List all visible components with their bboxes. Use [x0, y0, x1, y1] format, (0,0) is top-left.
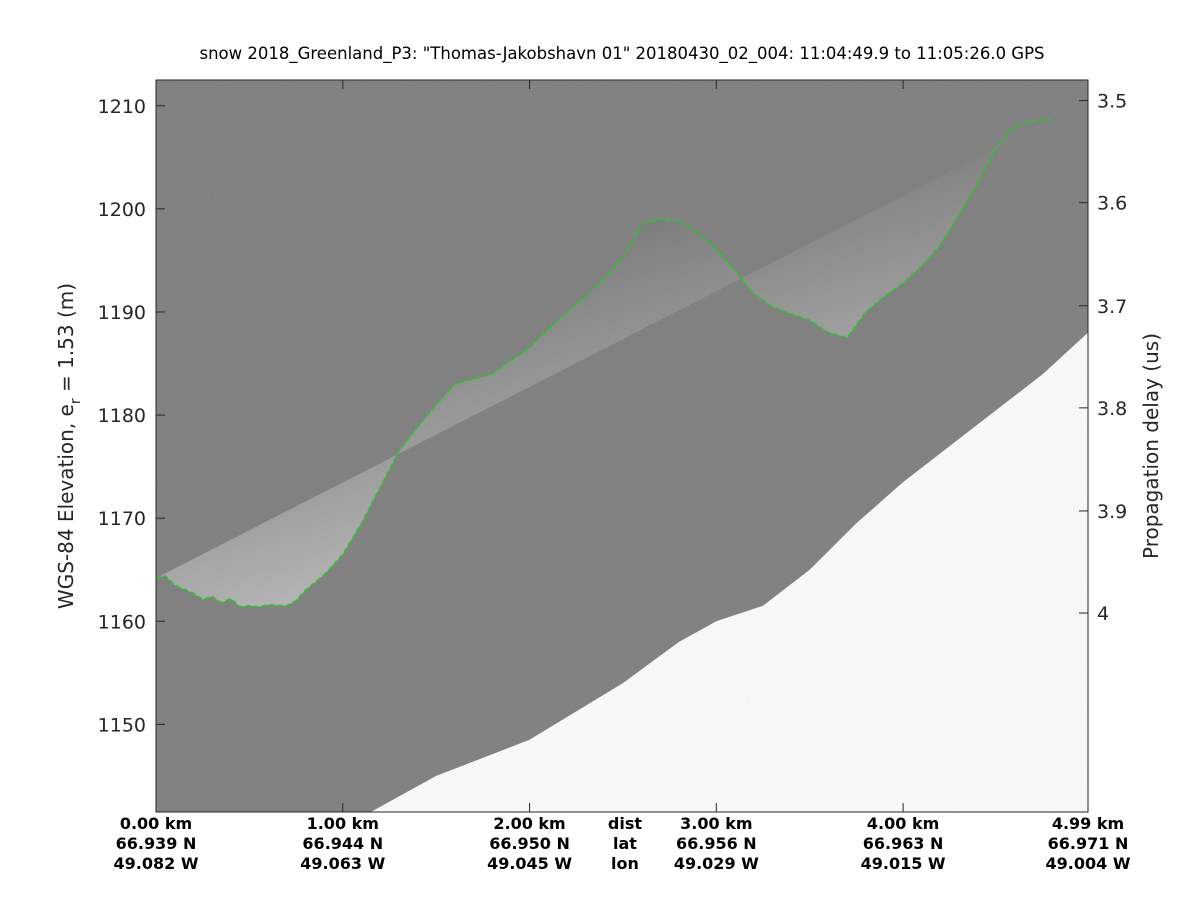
x-tick-label-dist: 2.00 km — [493, 814, 565, 833]
x-tick-label-lon: 49.004 W — [1046, 854, 1131, 873]
y-tick-label: 1160 — [98, 611, 146, 633]
y2-tick-label: 4 — [1097, 603, 1109, 625]
x-tick-label-dist: 1.00 km — [307, 814, 379, 833]
x-tick-label-lon: 49.045 W — [487, 854, 572, 873]
y-tick-label: 1210 — [98, 96, 146, 118]
y-tick-label: 1170 — [98, 508, 146, 530]
y-tick-label: 1190 — [98, 302, 146, 324]
x-tick-label-lat: 66.939 N — [116, 834, 197, 853]
x-tick-label-lat: 66.956 N — [676, 834, 757, 853]
y2-tick-label: 3.5 — [1097, 91, 1127, 113]
y2-tick-label: 3.8 — [1097, 398, 1127, 420]
right-axis-ticks: 3.5 3.6 3.7 3.8 3.9 4 — [1079, 91, 1127, 625]
x-tick-label-lon: 49.029 W — [674, 854, 759, 873]
left-axis-ticks: 1150 1160 1170 1180 1190 1200 1210 — [98, 96, 165, 736]
x-tick-label-lat: 66.963 N — [863, 834, 944, 853]
y-tick-label: 1150 — [98, 714, 146, 736]
x-tick-label-lon: 49.063 W — [300, 854, 385, 873]
x-tick-label-lon: 49.082 W — [114, 854, 199, 873]
x-row-legend-dist: dist — [608, 814, 642, 833]
x-tick-label-dist: 0.00 km — [120, 814, 192, 833]
echogram-image — [156, 80, 1088, 812]
x-tick-label-dist: 4.99 km — [1052, 814, 1124, 833]
x-row-legend-lat: lat — [613, 834, 637, 853]
y2-tick-label: 3.7 — [1097, 296, 1127, 318]
axes-frame — [155, 79, 1089, 813]
surface-pick-line — [156, 118, 1053, 608]
y-tick-label: 1200 — [98, 199, 146, 221]
y2-tick-label: 3.9 — [1097, 501, 1127, 523]
x-tick-label-lat: 66.971 N — [1048, 834, 1129, 853]
x-tick-label-dist: 4.00 km — [867, 814, 939, 833]
x-tick-label-dist: 3.00 km — [680, 814, 752, 833]
x-tick-label-lon: 49.015 W — [861, 854, 946, 873]
chart-title: snow 2018_Greenland_P3: "Thomas-Jakobsha… — [199, 44, 1044, 64]
y2-tick-label: 3.6 — [1097, 193, 1127, 215]
y-axis-title: WGS-84 Elevation, er = 1.53 (m) — [54, 283, 84, 609]
speckle-texture — [156, 80, 1088, 812]
x-tick-label-lat: 66.944 N — [302, 834, 383, 853]
x-row-legend-lon: lon — [611, 854, 639, 873]
y-tick-label: 1180 — [98, 405, 146, 427]
x-tick-label-lat: 66.950 N — [489, 834, 570, 853]
y2-axis-title: Propagation delay (us) — [1139, 333, 1163, 559]
